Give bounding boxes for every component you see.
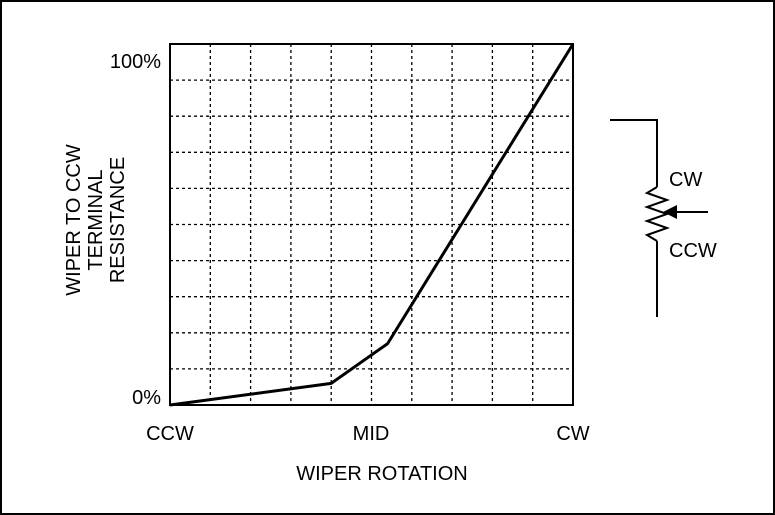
x-tick-label-cw: CW	[556, 423, 589, 445]
series-line-0	[169, 43, 575, 407]
grid	[170, 44, 573, 405]
y-axis-label-line-1: WIPER TO CCW	[63, 144, 85, 296]
y-axis-label-line-2: TERMINAL	[85, 169, 107, 270]
plot-area-border	[169, 43, 574, 406]
schematic-top-lead	[610, 119, 658, 187]
y-tick-label-0: 0%	[132, 387, 161, 409]
series-layer	[169, 43, 575, 407]
y-axis-label: WIPER TO CCW TERMINAL RESISTANCE	[63, 144, 129, 296]
y-axis-label-line-3: RESISTANCE	[107, 157, 129, 283]
x-axis-label: WIPER ROTATION	[296, 463, 467, 485]
wiper-arrow-head	[663, 205, 677, 219]
resistor-zigzag	[643, 186, 671, 242]
x-tick-label-mid: MID	[353, 423, 390, 445]
schematic-cw-label: CW	[669, 169, 702, 191]
y-tick-label-100: 100%	[110, 51, 161, 73]
potentiometer-schematic: CW CCW	[610, 119, 717, 317]
schematic-ccw-label: CCW	[669, 240, 717, 262]
x-tick-label-ccw: CCW	[146, 423, 194, 445]
